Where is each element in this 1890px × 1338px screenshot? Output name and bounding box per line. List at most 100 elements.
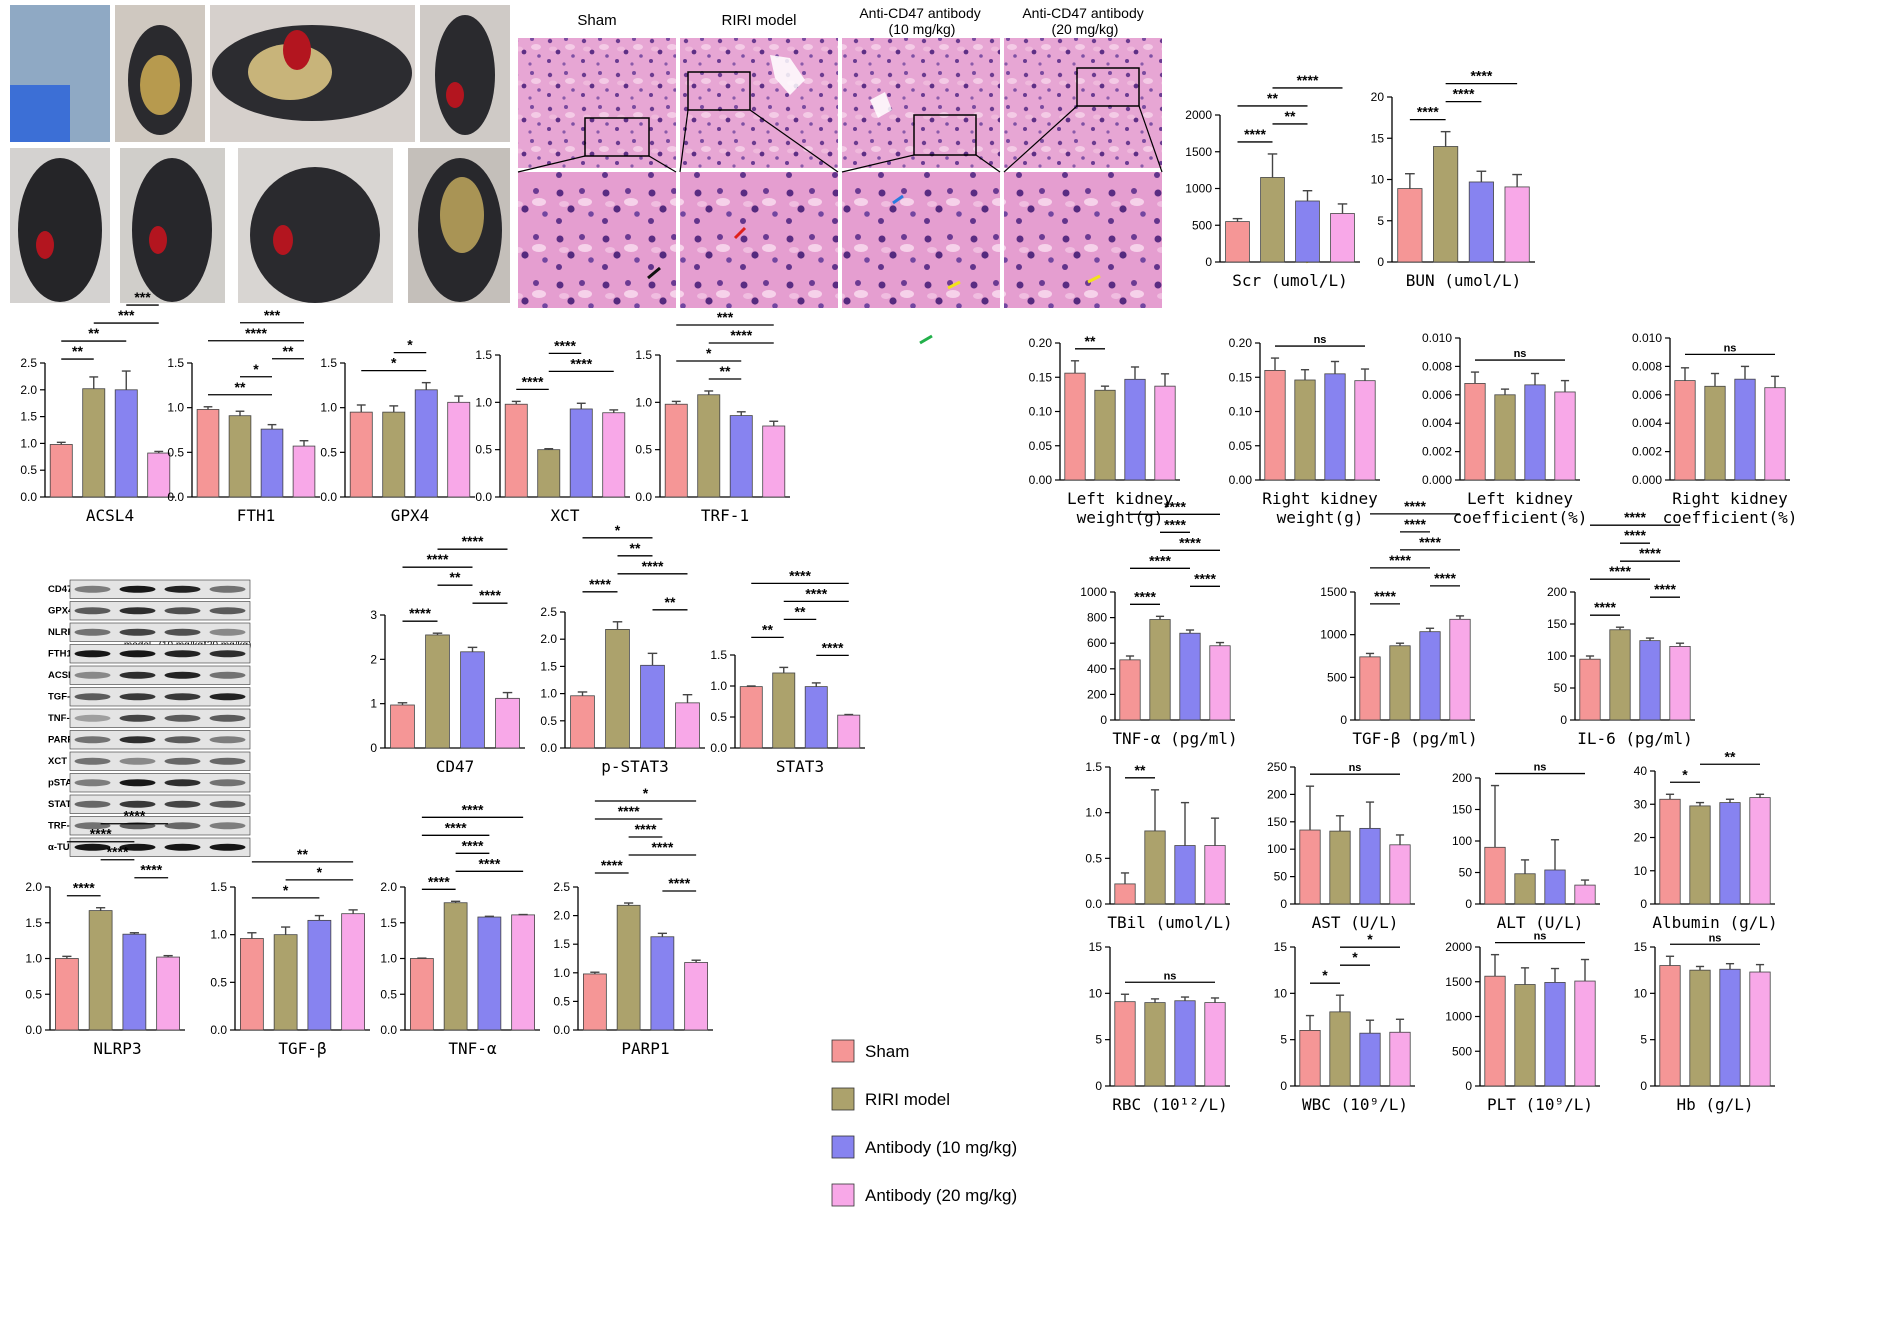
bar	[1154, 385, 1176, 481]
bar	[1449, 618, 1471, 721]
y-tick-label: 0	[370, 741, 377, 755]
y-tick-label: 1.5	[25, 916, 42, 930]
y-tick-label: 2.0	[380, 880, 397, 894]
zoom-box	[913, 114, 977, 156]
x-axis-label-line: TRF-1	[701, 506, 749, 525]
y-tick-label: 0.05	[1229, 439, 1253, 453]
histology-col-label: Anti-CD47 antibody (10 mg/kg)	[859, 5, 984, 37]
shaved-skin	[140, 55, 180, 115]
blot-band	[209, 800, 246, 808]
y-tick-label: 10	[1089, 986, 1103, 1000]
x-axis-label: AST (U/L)	[1312, 913, 1399, 932]
x-axis-label-line: GPX4	[391, 506, 430, 525]
y-tick-label: 2000	[1445, 940, 1472, 954]
sig-label: *	[317, 864, 323, 880]
bar	[1494, 394, 1516, 481]
y-tick-label: 1.5	[710, 648, 727, 662]
kidney	[446, 82, 464, 108]
x-axis-label: ACSL4	[86, 506, 134, 525]
blot-strip	[69, 579, 251, 599]
blot-band	[164, 779, 201, 787]
arrow-black	[647, 266, 661, 280]
y-tick-label: 2.5	[20, 356, 37, 370]
x-axis-label: TRF-1	[701, 506, 749, 525]
bar	[1484, 975, 1506, 1087]
bar	[1464, 383, 1486, 481]
y-tick-label: 0.5	[553, 994, 570, 1008]
bar	[1299, 1030, 1321, 1087]
bar	[260, 428, 284, 498]
bar	[1174, 1000, 1196, 1087]
y-tick-label: 5	[1095, 1033, 1102, 1047]
sig-label: **	[235, 379, 246, 395]
y-tick-label: 0	[1377, 255, 1384, 269]
bar	[49, 444, 73, 498]
x-axis-label: TGF-β (pg/ml)	[1352, 729, 1477, 748]
sig-label: ****	[589, 576, 611, 592]
x-axis-label: TGF-β	[278, 1039, 326, 1058]
bar	[1554, 391, 1576, 481]
chart-tgfb_elisa: 0 500 1000 1500 TGF-β (pg/ml) **** **** **** ***…	[1320, 498, 1477, 748]
y-tick-label: 0.5	[380, 987, 397, 1001]
bar	[414, 389, 438, 498]
bar	[640, 664, 665, 749]
blot-row-label: XCT	[48, 756, 67, 767]
bar	[1359, 656, 1381, 721]
bar	[1674, 380, 1696, 481]
bar	[1659, 965, 1681, 1087]
sig-label: ****	[1419, 534, 1441, 550]
sig-label: *	[706, 345, 712, 361]
mouse-body	[250, 167, 380, 303]
sig-label: ***	[717, 309, 734, 325]
blot-band	[209, 585, 246, 593]
y-tick-label: 1.0	[20, 436, 37, 450]
sig-label: ****	[1179, 534, 1201, 550]
sig-label: ****	[1389, 552, 1411, 568]
y-tick-label: 400	[1087, 662, 1107, 676]
sig-label: ****	[651, 839, 673, 855]
y-tick-label: 0.5	[635, 443, 652, 457]
sig-label: ****	[107, 844, 129, 860]
bar	[196, 409, 220, 498]
y-tick-label: 5	[1377, 214, 1384, 228]
y-tick-label: 150	[1267, 815, 1287, 829]
blot-row-label: STAT3	[48, 799, 77, 810]
sig-label: ***	[134, 289, 151, 305]
bar	[1419, 631, 1441, 721]
blot-band	[164, 628, 201, 636]
x-axis-label: XCT	[551, 506, 580, 525]
sig-label: ns	[1349, 762, 1362, 774]
x-axis-label: Right kidney weight(g)	[1262, 489, 1378, 527]
sig-label: ****	[428, 873, 450, 889]
sig-label: **	[1285, 108, 1296, 124]
mouse-body	[18, 158, 102, 302]
blot-band	[119, 585, 156, 593]
histology-panel: Sham RIRI model Anti-CD47 antibody (10 m…	[517, 5, 1319, 345]
y-tick-label: 0	[1465, 897, 1472, 911]
sig-label: **	[720, 363, 731, 379]
blot-row-label: PARP1	[48, 735, 80, 746]
x-axis-label: FTH1	[237, 506, 276, 525]
sig-label: ****	[462, 533, 484, 549]
sig-label: ****	[1594, 599, 1616, 615]
bar	[1144, 830, 1166, 905]
y-tick-label: 0.5	[710, 710, 727, 724]
sig-label: **	[450, 569, 461, 585]
y-tick-label: 2.0	[540, 632, 557, 646]
legend: Sham RIRI model Antibody (10 mg/kg) Antibod…	[831, 1039, 1017, 1207]
y-tick-label: 250	[1267, 760, 1287, 774]
chart-lkc: 0.000 0.002 0.004 0.006 0.008 0.010 Left kidne…	[1422, 331, 1587, 527]
zoom-box	[1076, 67, 1140, 107]
y-tick-label: 1.5	[1085, 760, 1102, 774]
sig-label: ns	[1534, 931, 1547, 943]
sig-label: ****	[427, 551, 449, 567]
y-tick-label: 0.0	[635, 490, 652, 504]
x-axis-label-line: PLT (10⁹/L)	[1487, 1095, 1593, 1114]
sig-label: **	[665, 594, 676, 610]
blot-band	[119, 757, 156, 765]
bar	[664, 403, 688, 498]
y-tick-label: 0.0	[1085, 897, 1102, 911]
y-tick-label: 1.5	[210, 880, 227, 894]
